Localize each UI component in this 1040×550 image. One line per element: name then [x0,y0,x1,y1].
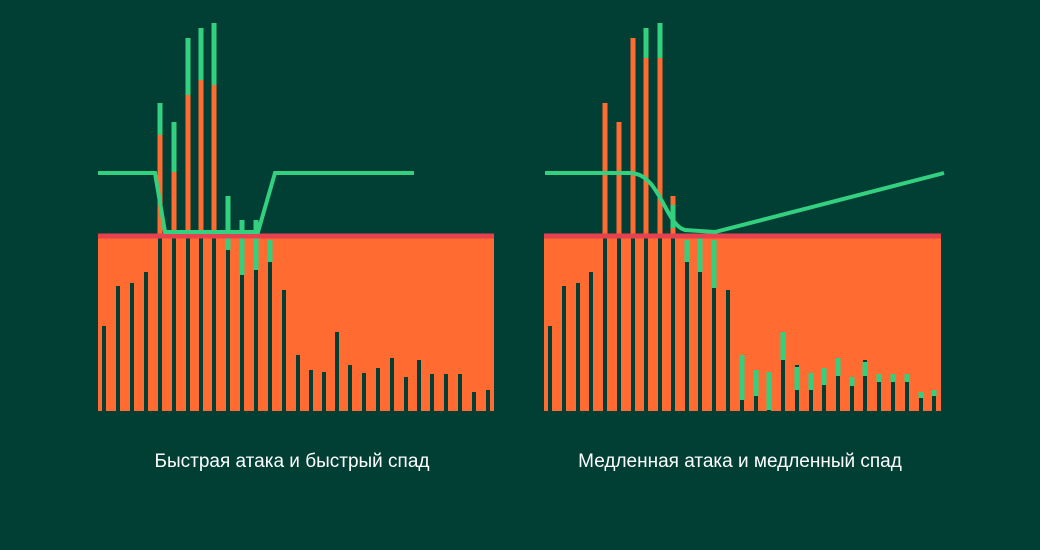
gain-curve [545,171,945,235]
caption: Медленная атака и медленный спад [578,451,902,472]
caption: Быстрая атака и быстрый спад [155,451,430,472]
gain-curve [98,171,414,234]
